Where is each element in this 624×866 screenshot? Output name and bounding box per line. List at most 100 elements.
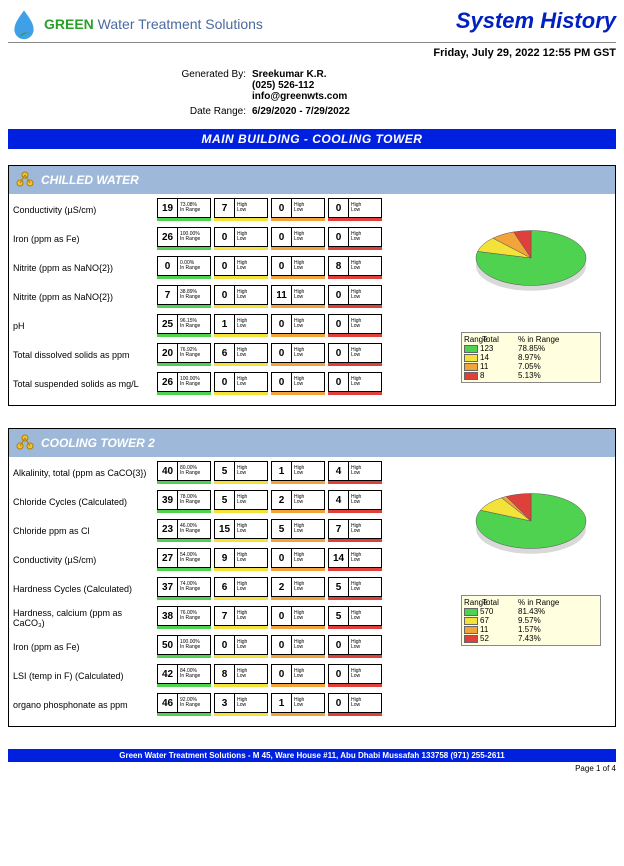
param-row: Total dissolved solids as ppm 20 76.92%I…: [13, 343, 447, 366]
generated-by-label: Generated By:: [112, 69, 252, 102]
legend-pct: 5.13%: [518, 371, 541, 380]
range-cell: 20 76.92%In Range: [157, 343, 211, 366]
cell-mini: HighLow: [292, 199, 324, 217]
cell-mini: HighLow: [349, 636, 381, 654]
legend-total: 14: [480, 353, 516, 362]
cell-value: 6: [215, 578, 235, 596]
legend-swatch: [464, 635, 478, 643]
param-row: Nitrite (ppm as NaNO{2}) 0 0.00%In Range…: [13, 256, 447, 279]
legend-swatch: [464, 363, 478, 371]
cell-value: 0: [215, 257, 235, 275]
cell-mini: HighLow: [235, 344, 267, 362]
param-label: Total dissolved solids as ppm: [13, 350, 153, 360]
range-cell: 0 HighLow: [271, 227, 325, 250]
cell-mini: 46.00%In Range: [178, 520, 210, 538]
range-cell: 23 46.00%In Range: [157, 519, 211, 542]
cell-mini: HighLow: [349, 257, 381, 275]
cell-value: 7: [329, 520, 349, 538]
legend-pct: 81.43%: [518, 607, 545, 616]
section-title: COOLING TOWER 2: [41, 436, 155, 450]
legend-pct: 7.05%: [518, 362, 541, 371]
cell-mini: 54.00%In Range: [178, 549, 210, 567]
chart-column: RangeTotal% in Range 570 81.43% 67 9.57%…: [451, 461, 611, 722]
param-row: Iron (ppm as Fe) 26 100.00%In Range 0 Hi…: [13, 227, 447, 250]
cell-mini: 96.15%In Range: [178, 315, 210, 333]
pie-chart: [466, 198, 596, 328]
range-cell: 40 80.00%In Range: [157, 461, 211, 484]
logo-block: GREEN Water Treatment Solutions: [8, 8, 263, 40]
cell-mini: HighLow: [235, 694, 267, 712]
cell-mini: 76.92%In Range: [178, 344, 210, 362]
legend-head: RangeTotal% in Range: [464, 335, 598, 344]
param-row: Hardness Cycles (Calculated) 37 74.00%In…: [13, 577, 447, 600]
range-cell: 0 HighLow: [271, 343, 325, 366]
report-datetime: Friday, July 29, 2022 12:55 PM GST: [8, 47, 616, 59]
range-cell: 0 HighLow: [328, 635, 382, 658]
range-cell: 2 HighLow: [271, 577, 325, 600]
range-cell: 0 HighLow: [328, 198, 382, 221]
range-cell: 0 HighLow: [214, 372, 268, 395]
range-cell: 11 HighLow: [271, 285, 325, 308]
report-header: GREEN Water Treatment Solutions System H…: [8, 8, 616, 43]
range-cell: 37 74.00%In Range: [157, 577, 211, 600]
cell-mini: HighLow: [292, 694, 324, 712]
cell-mini: HighLow: [292, 636, 324, 654]
legend-total: 11: [480, 362, 516, 371]
param-label: Chloride ppm as Cl: [13, 526, 153, 536]
param-label: Conductivity (µS/cm): [13, 205, 153, 215]
param-label: LSI (temp in F) (Calculated): [13, 671, 153, 681]
range-cell: 6 HighLow: [214, 577, 268, 600]
chart-column: RangeTotal% in Range 123 78.85% 14 8.97%…: [451, 198, 611, 401]
cell-mini: HighLow: [235, 257, 267, 275]
legend-swatch: [464, 608, 478, 616]
generated-by-block: Generated By: Sreekumar K.R. (025) 526-1…: [112, 69, 512, 117]
cell-mini: 76.00%In Range: [178, 607, 210, 625]
param-row: LSI (temp in F) (Calculated) 42 84.00%In…: [13, 664, 447, 687]
range-cell: 2 HighLow: [271, 490, 325, 513]
cell-mini: 0.00%In Range: [178, 257, 210, 275]
range-cell: 0 HighLow: [328, 693, 382, 716]
legend-row: 52 7.43%: [464, 634, 598, 643]
cell-mini: HighLow: [235, 578, 267, 596]
range-cell: 39 78.00%In Range: [157, 490, 211, 513]
system-section: CHILLED WATER Conductivity (µS/cm) 19 73…: [8, 165, 616, 406]
legend-swatch: [464, 617, 478, 625]
cell-mini: 100.00%In Range: [178, 373, 210, 391]
cell-value: 1: [215, 315, 235, 333]
cell-mini: HighLow: [235, 607, 267, 625]
cell-value: 5: [329, 607, 349, 625]
cell-mini: HighLow: [292, 607, 324, 625]
range-cell: 7 38.89%In Range: [157, 285, 211, 308]
range-cell: 15 HighLow: [214, 519, 268, 542]
range-cell: 0 HighLow: [214, 285, 268, 308]
location-bar: MAIN BUILDING - COOLING TOWER: [8, 129, 616, 149]
cell-mini: HighLow: [349, 373, 381, 391]
cell-mini: 73.08%In Range: [178, 199, 210, 217]
range-cell: 0 0.00%In Range: [157, 256, 211, 279]
param-row: Chloride ppm as Cl 23 46.00%In Range 15 …: [13, 519, 447, 542]
legend-row: 123 78.85%: [464, 344, 598, 353]
legend-pct: 9.57%: [518, 616, 541, 625]
range-cell: 5 HighLow: [214, 461, 268, 484]
cell-value: 39: [158, 491, 178, 509]
cell-mini: 38.89%In Range: [178, 286, 210, 304]
range-cell: 7 HighLow: [214, 606, 268, 629]
cell-value: 0: [329, 199, 349, 217]
range-cell: 26 100.00%In Range: [157, 227, 211, 250]
cell-value: 0: [215, 636, 235, 654]
range-cell: 0 HighLow: [271, 256, 325, 279]
cell-mini: HighLow: [235, 462, 267, 480]
generated-by-phone: (025) 526-112: [252, 80, 347, 91]
cell-mini: HighLow: [292, 315, 324, 333]
legend-pct: 78.85%: [518, 344, 545, 353]
cell-mini: 100.00%In Range: [178, 636, 210, 654]
range-cell: 5 HighLow: [328, 577, 382, 600]
date-range-value: 6/29/2020 - 7/29/2022: [252, 106, 350, 117]
cell-mini: HighLow: [292, 520, 324, 538]
param-label: Iron (ppm as Fe): [13, 234, 153, 244]
generated-by-name: Sreekumar K.R.: [252, 69, 347, 80]
cell-value: 23: [158, 520, 178, 538]
legend-row: 14 8.97%: [464, 353, 598, 362]
cell-value: 0: [215, 228, 235, 246]
range-cell: 0 HighLow: [271, 314, 325, 337]
